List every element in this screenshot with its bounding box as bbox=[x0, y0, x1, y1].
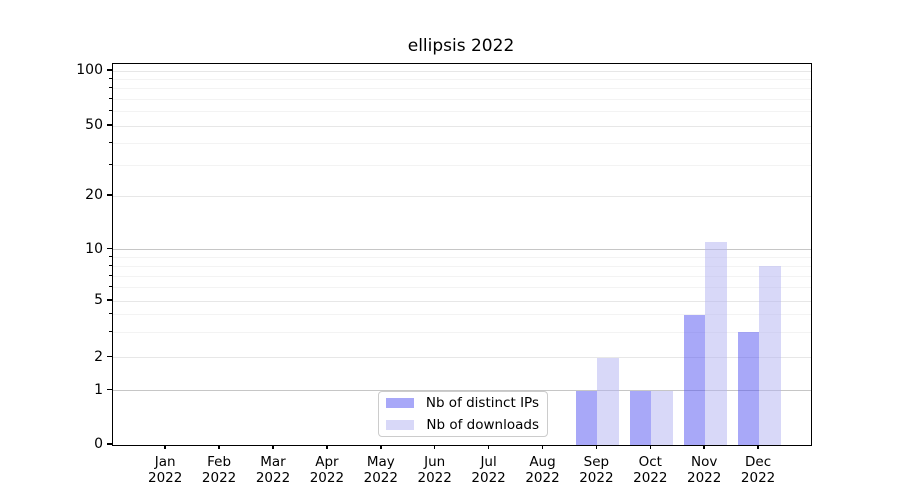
y-gridline-minor bbox=[113, 98, 811, 100]
bar-nb-of-downloads-oct-2022 bbox=[651, 390, 673, 445]
legend-swatch-downloads bbox=[386, 420, 414, 430]
x-tick-label: Feb 2022 bbox=[201, 454, 237, 486]
y-gridline bbox=[113, 300, 811, 302]
y-tick-label: 5 bbox=[94, 292, 103, 308]
y-minor-tick-mark bbox=[109, 330, 112, 332]
y-gridline-minor bbox=[113, 275, 811, 277]
y-tick-label: 100 bbox=[76, 62, 103, 78]
x-tick-label: Dec 2022 bbox=[740, 454, 776, 486]
x-tick-label: Oct 2022 bbox=[633, 454, 668, 486]
y-minor-tick-mark bbox=[109, 77, 112, 79]
legend-label-distinct-ips: Nb of distinct IPs bbox=[425, 395, 539, 411]
y-tick-label: 0 bbox=[94, 436, 103, 452]
x-tick-mark bbox=[595, 445, 598, 449]
y-tick-mark bbox=[107, 299, 112, 301]
y-tick-mark bbox=[107, 194, 112, 196]
x-tick-mark bbox=[164, 445, 166, 449]
x-tick-label: Sep 2022 bbox=[579, 454, 614, 486]
bar-nb-of-distinct-ips-dec-2022 bbox=[737, 332, 760, 445]
x-tick-mark bbox=[703, 445, 705, 449]
y-gridline-minor bbox=[113, 111, 811, 113]
x-tick-mark bbox=[380, 445, 382, 449]
y-tick-mark bbox=[107, 247, 112, 250]
y-gridline bbox=[113, 195, 811, 197]
bar-nb-of-downloads-nov-2022 bbox=[705, 242, 727, 445]
x-tick-mark bbox=[218, 445, 220, 449]
y-gridline-minor bbox=[113, 314, 811, 316]
y-minor-tick-mark bbox=[109, 97, 112, 99]
bar-nb-of-distinct-ips-oct-2022 bbox=[629, 390, 652, 445]
y-minor-tick-mark bbox=[109, 274, 112, 276]
y-tick-mark bbox=[107, 355, 112, 358]
x-tick-mark bbox=[272, 445, 274, 449]
y-tick-mark bbox=[107, 69, 112, 71]
bar-nb-of-distinct-ips-sep-2022 bbox=[575, 390, 598, 445]
y-tick-mark bbox=[107, 388, 112, 391]
y-tick-label: 50 bbox=[85, 117, 103, 133]
bar-nb-of-downloads-dec-2022 bbox=[759, 266, 781, 445]
x-tick-label: May 2022 bbox=[363, 454, 398, 486]
x-tick-mark bbox=[541, 445, 544, 449]
legend-swatch-distinct-ips bbox=[386, 398, 414, 408]
y-gridline-minor bbox=[113, 331, 811, 333]
y-tick-label: 1 bbox=[94, 381, 103, 398]
y-gridline bbox=[113, 357, 811, 358]
x-tick-mark bbox=[649, 445, 652, 449]
y-tick-label: 20 bbox=[85, 187, 103, 203]
y-minor-tick-mark bbox=[109, 313, 112, 315]
y-minor-tick-mark bbox=[109, 110, 112, 112]
y-tick-mark bbox=[107, 124, 112, 126]
x-tick-mark bbox=[326, 445, 328, 449]
y-gridline-minor bbox=[113, 88, 811, 90]
y-minor-tick-mark bbox=[109, 141, 112, 143]
x-tick-label: Apr 2022 bbox=[309, 454, 345, 486]
y-gridline-minor bbox=[113, 164, 811, 166]
y-tick-mark bbox=[107, 443, 112, 445]
plot-area bbox=[112, 63, 812, 446]
y-gridline-major bbox=[113, 389, 811, 391]
y-gridline bbox=[113, 70, 811, 72]
y-minor-tick-mark bbox=[109, 87, 112, 89]
bar-nb-of-downloads-sep-2022 bbox=[597, 357, 619, 445]
legend-entry-downloads: Nb of downloads bbox=[386, 417, 539, 433]
y-minor-tick-mark bbox=[109, 163, 112, 165]
x-tick-label: Nov 2022 bbox=[687, 454, 722, 486]
legend: Nb of distinct IPs Nb of downloads bbox=[378, 391, 548, 437]
y-gridline-minor bbox=[113, 265, 811, 267]
y-gridline-minor bbox=[113, 286, 811, 288]
x-tick-label: Jan 2022 bbox=[148, 454, 183, 486]
x-tick-mark bbox=[433, 445, 436, 449]
y-tick-label: 2 bbox=[94, 348, 103, 365]
y-gridline-minor bbox=[113, 142, 811, 144]
x-tick-label: Jun 2022 bbox=[417, 454, 452, 486]
legend-label-downloads: Nb of downloads bbox=[426, 417, 539, 433]
legend-entry-distinct-ips: Nb of distinct IPs bbox=[386, 395, 539, 411]
y-gridline bbox=[113, 125, 811, 127]
x-tick-mark bbox=[757, 445, 759, 449]
y-tick-label: 10 bbox=[85, 240, 103, 257]
x-tick-label: Jul 2022 bbox=[471, 454, 506, 486]
x-tick-label: Mar 2022 bbox=[255, 454, 291, 486]
y-minor-tick-mark bbox=[109, 285, 112, 287]
y-gridline-minor bbox=[113, 256, 811, 258]
y-minor-tick-mark bbox=[109, 255, 112, 257]
y-gridline-minor bbox=[113, 78, 811, 80]
bar-nb-of-distinct-ips-nov-2022 bbox=[683, 314, 706, 445]
y-minor-tick-mark bbox=[109, 264, 112, 266]
x-tick-mark bbox=[487, 445, 490, 449]
x-tick-label: Aug 2022 bbox=[525, 454, 560, 486]
y-gridline-major bbox=[113, 248, 811, 250]
chart-title: ellipsis 2022 bbox=[407, 36, 515, 56]
